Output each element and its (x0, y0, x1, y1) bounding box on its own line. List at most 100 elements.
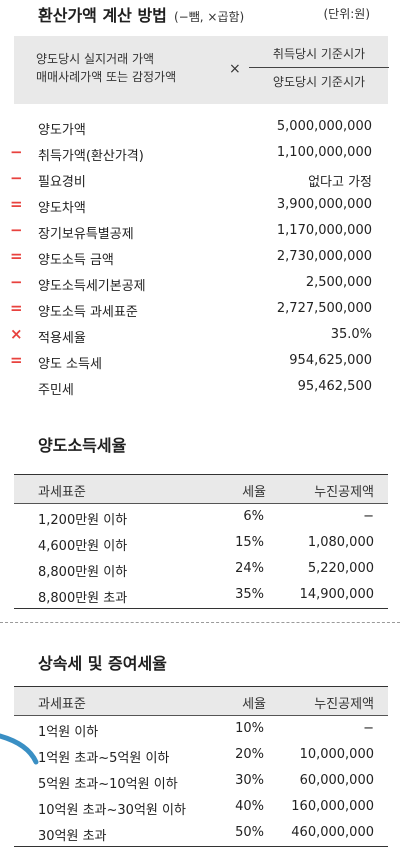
cell-rate: 10% (235, 721, 264, 736)
calc-row: = 양도소득 과세표준 2,727,500,000 (0, 297, 400, 323)
col-header-rate: 세율 (242, 697, 266, 712)
formula-denominator: 양도당시 기준시가 (272, 75, 366, 89)
cell-rate: 24% (235, 561, 264, 576)
curve-stroke (0, 733, 39, 765)
cell-rate: 50% (235, 825, 264, 840)
calc-value: 3,900,000,000 (276, 197, 372, 212)
calc-operator: − (10, 143, 23, 161)
calc-value: 35.0% (330, 327, 372, 342)
table-row: 10억원 초과~30억원 이하 40% 160,000,000 (14, 794, 388, 820)
calc-value: 5,000,000,000 (276, 119, 372, 134)
table-row: 8,800만원 이하 24% 5,220,000 (14, 556, 388, 582)
calc-label: 양도차액 (38, 201, 86, 216)
table-row: 4,600만원 이하 15% 1,080,000 (14, 530, 388, 556)
col-header-base: 과세표준 (38, 485, 86, 500)
cell-base: 10억원 초과~30억원 이하 (38, 803, 186, 818)
calc-value: 없다고 가정 (308, 175, 372, 190)
table-header: 과세표준 세율 누진공제액 (14, 474, 388, 504)
calc-row: 주민세 95,462,500 (0, 375, 400, 401)
calc-value: 95,462,500 (297, 379, 372, 394)
table-row: 8,800만원 초과 35% 14,900,000 (14, 582, 388, 608)
cell-deduction: 460,000,000 (291, 825, 374, 840)
cell-rate: 6% (243, 509, 264, 524)
table-row: 1,200만원 이하 6% − (14, 504, 388, 530)
capital-gains-table: 과세표준 세율 누진공제액 1,200만원 이하 6% − 4,600만원 이하 15… (14, 474, 388, 609)
cell-deduction: − (363, 509, 374, 524)
formula-fraction: 취득당시 기준시가 양도당시 기준시가 (249, 44, 389, 92)
calc-row: − 필요경비 없다고 가정 (0, 167, 400, 193)
calc-operator: × (10, 325, 23, 343)
unit-label: (단위:원) (323, 7, 370, 21)
capital-gains-title: 양도소득세율 (38, 436, 127, 455)
cell-base: 8,800만원 초과 (38, 591, 128, 606)
calc-value: 954,625,000 (289, 353, 372, 368)
formula-box: 양도당시 실지거래 가액 매매사례가액 또는 감정가액 × 취득당시 기준시가 … (14, 36, 389, 104)
calc-operator: = (10, 351, 23, 369)
formula-numerator: 취득당시 기준시가 (272, 47, 366, 61)
calc-label: 양도소득 금액 (38, 253, 114, 268)
cell-base: 4,600만원 이하 (38, 539, 128, 554)
calc-operator: = (10, 299, 23, 317)
calc-value: 1,170,000,000 (276, 223, 372, 238)
calc-label: 주민세 (38, 383, 74, 398)
calc-operator: = (10, 247, 23, 265)
title-note: (−뺌, ×곱함) (174, 10, 245, 24)
calc-operator: = (10, 195, 23, 213)
multiply-operator: × (229, 61, 241, 77)
cell-rate: 15% (235, 535, 264, 550)
calc-row: = 양도소득 금액 2,730,000,000 (0, 245, 400, 271)
cell-rate: 35% (235, 587, 264, 602)
calc-row: − 취득가액(환산가격) 1,100,000,000 (0, 141, 400, 167)
section-divider (0, 622, 400, 623)
calc-label: 적용세율 (38, 331, 86, 346)
calc-label: 양도소득 과세표준 (38, 305, 138, 320)
calc-label: 취득가액(환산가격) (38, 149, 144, 164)
cell-deduction: 14,900,000 (299, 587, 374, 602)
cell-base: 1억원 이하 (38, 725, 99, 740)
calc-label: 양도소득세기본공제 (38, 279, 146, 294)
table-row: 30억원 초과 50% 460,000,000 (14, 820, 388, 846)
cell-deduction: 5,220,000 (307, 561, 374, 576)
col-header-rate: 세율 (242, 485, 266, 500)
table-header: 과세표준 세율 누진공제액 (14, 686, 388, 716)
page-title: 환산가액 계산 방법 (38, 6, 167, 25)
cell-base: 1억원 초과~5억원 이하 (38, 751, 170, 766)
table-row: 1억원 이하 10% − (14, 716, 388, 742)
cell-base: 30억원 초과 (38, 829, 107, 844)
calc-label: 양도 소득세 (38, 357, 102, 372)
calc-operator: − (10, 169, 23, 187)
calc-value: 2,730,000,000 (276, 249, 372, 264)
calc-row: 양도가액 5,000,000,000 (0, 115, 400, 141)
formula-left-line2: 매매사례가액 또는 감정가액 (36, 70, 177, 84)
calc-row: = 양도 소득세 954,625,000 (0, 349, 400, 375)
col-header-deduction: 누진공제액 (314, 485, 374, 500)
col-header-deduction: 누진공제액 (314, 697, 374, 712)
calc-value: 2,727,500,000 (276, 301, 372, 316)
inheritance-gift-table: 과세표준 세율 누진공제액 1억원 이하 10% − 1억원 초과~5억원 이하 20… (14, 686, 388, 847)
cell-deduction: 10,000,000 (299, 747, 374, 762)
cell-deduction: 60,000,000 (299, 773, 374, 788)
cell-base: 8,800만원 이하 (38, 565, 128, 580)
cell-deduction: − (363, 721, 374, 736)
page-header: 환산가액 계산 방법 (−뺌, ×곱함) (단위:원) (38, 2, 398, 26)
cell-base: 5억원 초과~10억원 이하 (38, 777, 178, 792)
table-row: 5억원 초과~10억원 이하 30% 60,000,000 (14, 768, 388, 794)
calc-label: 필요경비 (38, 175, 86, 190)
cell-base: 1,200만원 이하 (38, 513, 128, 528)
calc-row: − 장기보유특별공제 1,170,000,000 (0, 219, 400, 245)
cell-deduction: 1,080,000 (307, 535, 374, 550)
inheritance-gift-title: 상속세 및 증여세율 (38, 654, 167, 673)
calc-value: 1,100,000,000 (276, 145, 372, 160)
calc-label: 양도가액 (38, 123, 86, 138)
calc-value: 2,500,000 (305, 275, 372, 290)
calculation-list: 양도가액 5,000,000,000 − 취득가액(환산가격) 1,100,000,0… (0, 115, 400, 401)
calc-operator: − (10, 273, 23, 291)
formula-left: 양도당시 실지거래 가액 매매사례가액 또는 감정가액 (36, 50, 176, 86)
fraction-bar (249, 67, 389, 68)
calc-label: 장기보유특별공제 (38, 227, 134, 242)
cell-rate: 40% (235, 799, 264, 814)
table-row: 1억원 초과~5억원 이하 20% 10,000,000 (14, 742, 388, 768)
calc-operator: − (10, 221, 23, 239)
cell-rate: 30% (235, 773, 264, 788)
calc-row: = 양도차액 3,900,000,000 (0, 193, 400, 219)
